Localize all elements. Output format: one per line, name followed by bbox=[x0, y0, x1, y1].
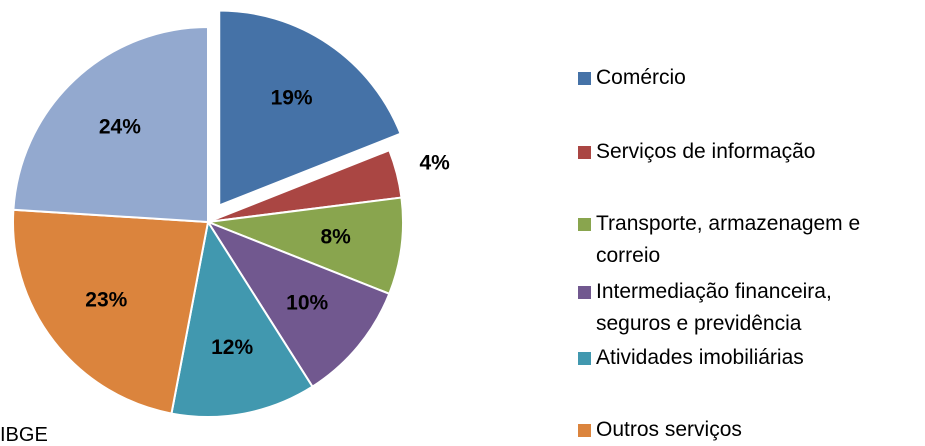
legend-swatch bbox=[578, 286, 591, 299]
legend-swatch bbox=[578, 218, 591, 231]
source: IBGE bbox=[0, 424, 48, 446]
legend-label: Outros serviços bbox=[596, 418, 742, 441]
value-label: 24% bbox=[99, 116, 141, 139]
pie-slice bbox=[218, 9, 402, 207]
legend-swatch bbox=[578, 72, 591, 85]
legend-entry: Serviços de informação bbox=[578, 136, 878, 168]
legend-entry: Transporte, armazenagem e correio bbox=[578, 208, 878, 272]
value-label: 4% bbox=[419, 151, 450, 174]
pie-slice bbox=[12, 208, 210, 415]
legend-entry: Comércio bbox=[578, 62, 878, 94]
value-label: 8% bbox=[321, 226, 352, 249]
pie-slice bbox=[205, 219, 391, 389]
legend-entry: Atividades imobiliárias bbox=[578, 342, 878, 374]
legend-swatch bbox=[578, 352, 591, 365]
legend-label: Serviços de informação bbox=[596, 140, 816, 163]
legend-label: Intermediação financeira, seguros e prev… bbox=[596, 280, 832, 335]
legend-swatch bbox=[578, 146, 591, 159]
legend-swatch bbox=[578, 424, 591, 437]
value-label: 19% bbox=[271, 87, 313, 110]
legend-entry: Intermediação financeira, seguros e prev… bbox=[578, 276, 878, 340]
legend-label: Comércio bbox=[596, 66, 686, 89]
legend-entry: Outros serviços bbox=[578, 414, 878, 446]
value-label: 12% bbox=[211, 336, 253, 359]
value-label: 10% bbox=[286, 292, 328, 315]
legend-label: Transporte, armazenagem e correio bbox=[596, 212, 861, 267]
pie-slice bbox=[12, 25, 209, 224]
pie-slice bbox=[207, 196, 404, 296]
legend-label: Atividades imobiliárias bbox=[596, 346, 804, 369]
pie-slice bbox=[170, 219, 314, 418]
value-label: 23% bbox=[85, 288, 127, 311]
